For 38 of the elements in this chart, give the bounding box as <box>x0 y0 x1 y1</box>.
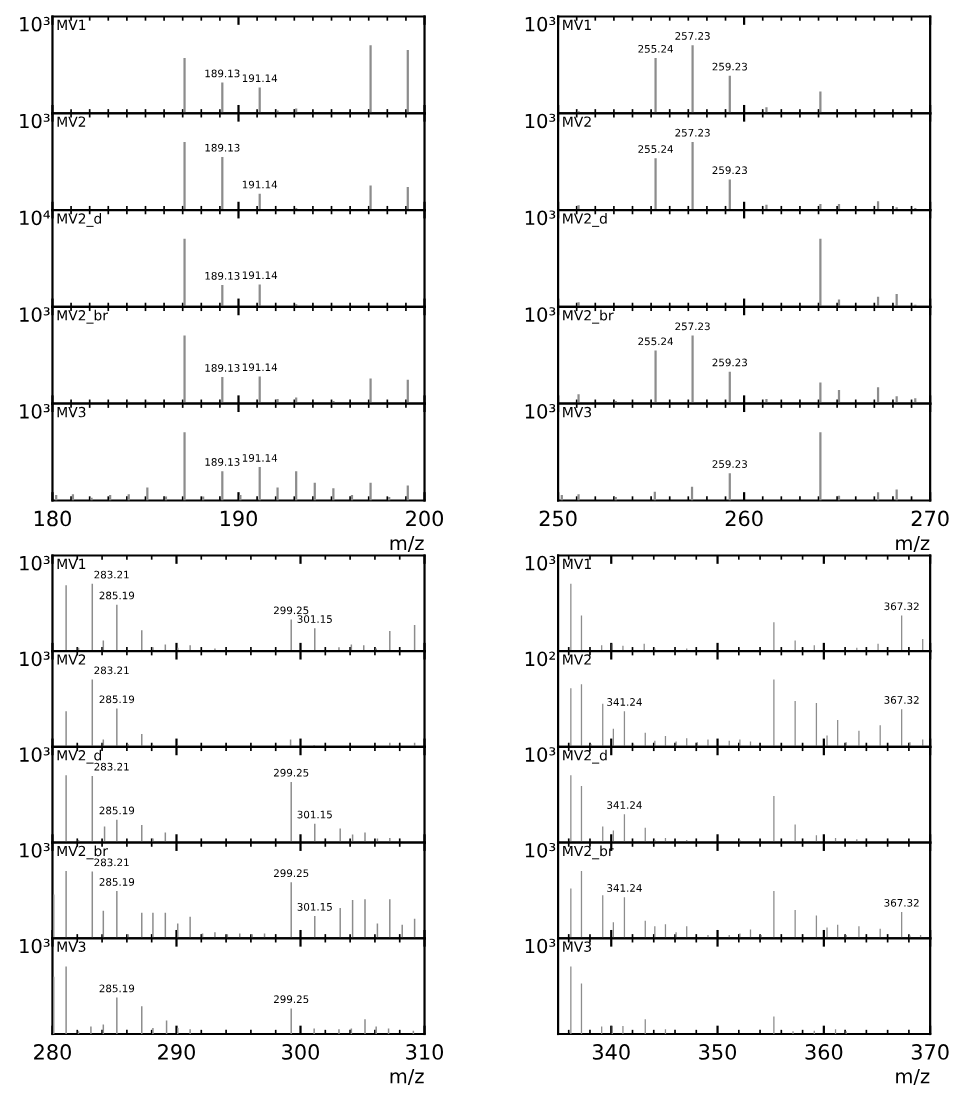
x-tick-label: 180 <box>34 510 71 527</box>
y-axis-title: 10³ <box>20 404 50 419</box>
y-axis-title: 10² <box>525 651 555 667</box>
x-tick-label: 340 <box>592 1044 630 1060</box>
y-axis-title: 10³ <box>20 747 50 762</box>
y-axis-title: 10³ <box>20 307 50 322</box>
y-axis-title: 10³ <box>20 651 50 667</box>
y-axis-title: 10³ <box>525 404 556 419</box>
y-axis-title: 10³ <box>525 210 556 226</box>
y-axis-title: 10³ <box>525 16 556 32</box>
x-axis-title: m/z <box>896 1069 930 1086</box>
x-tick-label: 190 <box>220 510 257 527</box>
x-tick-label: 290 <box>158 1044 195 1060</box>
y-axis-title: 10³ <box>525 555 556 571</box>
y-axis-title: 10³ <box>525 938 556 954</box>
y-axis-title: 10³ <box>20 16 50 32</box>
x-tick-label: 350 <box>699 1044 737 1060</box>
x-axis-title: m/z <box>390 535 424 552</box>
y-axis-title: 10³ <box>525 307 556 322</box>
x-tick-label: 360 <box>805 1044 843 1060</box>
x-tick-label: 250 <box>539 510 577 527</box>
y-axis-title: 10³ <box>525 113 556 129</box>
x-tick-label: 300 <box>282 1044 320 1060</box>
y-axis-title: 10⁴ <box>20 210 50 226</box>
x-axis-title: m/z <box>896 535 930 552</box>
x-axis-title: m/z <box>390 1069 424 1086</box>
y-axis-title: 10³ <box>20 938 50 954</box>
x-tick-label: 280 <box>34 1044 71 1060</box>
y-axis-title: 10³ <box>525 842 556 858</box>
y-axis-title: 10³ <box>20 842 50 858</box>
x-tick-label: 260 <box>725 510 763 527</box>
y-axis-title: 10³ <box>525 747 556 762</box>
x-tick-label: 200 <box>406 510 444 527</box>
y-axis-title: 10³ <box>20 113 50 129</box>
x-tick-label: 310 <box>406 1044 444 1060</box>
x-tick-label: 270 <box>911 510 949 527</box>
y-axis-title: 10³ <box>20 555 50 571</box>
x-tick-label: 370 <box>911 1044 949 1060</box>
